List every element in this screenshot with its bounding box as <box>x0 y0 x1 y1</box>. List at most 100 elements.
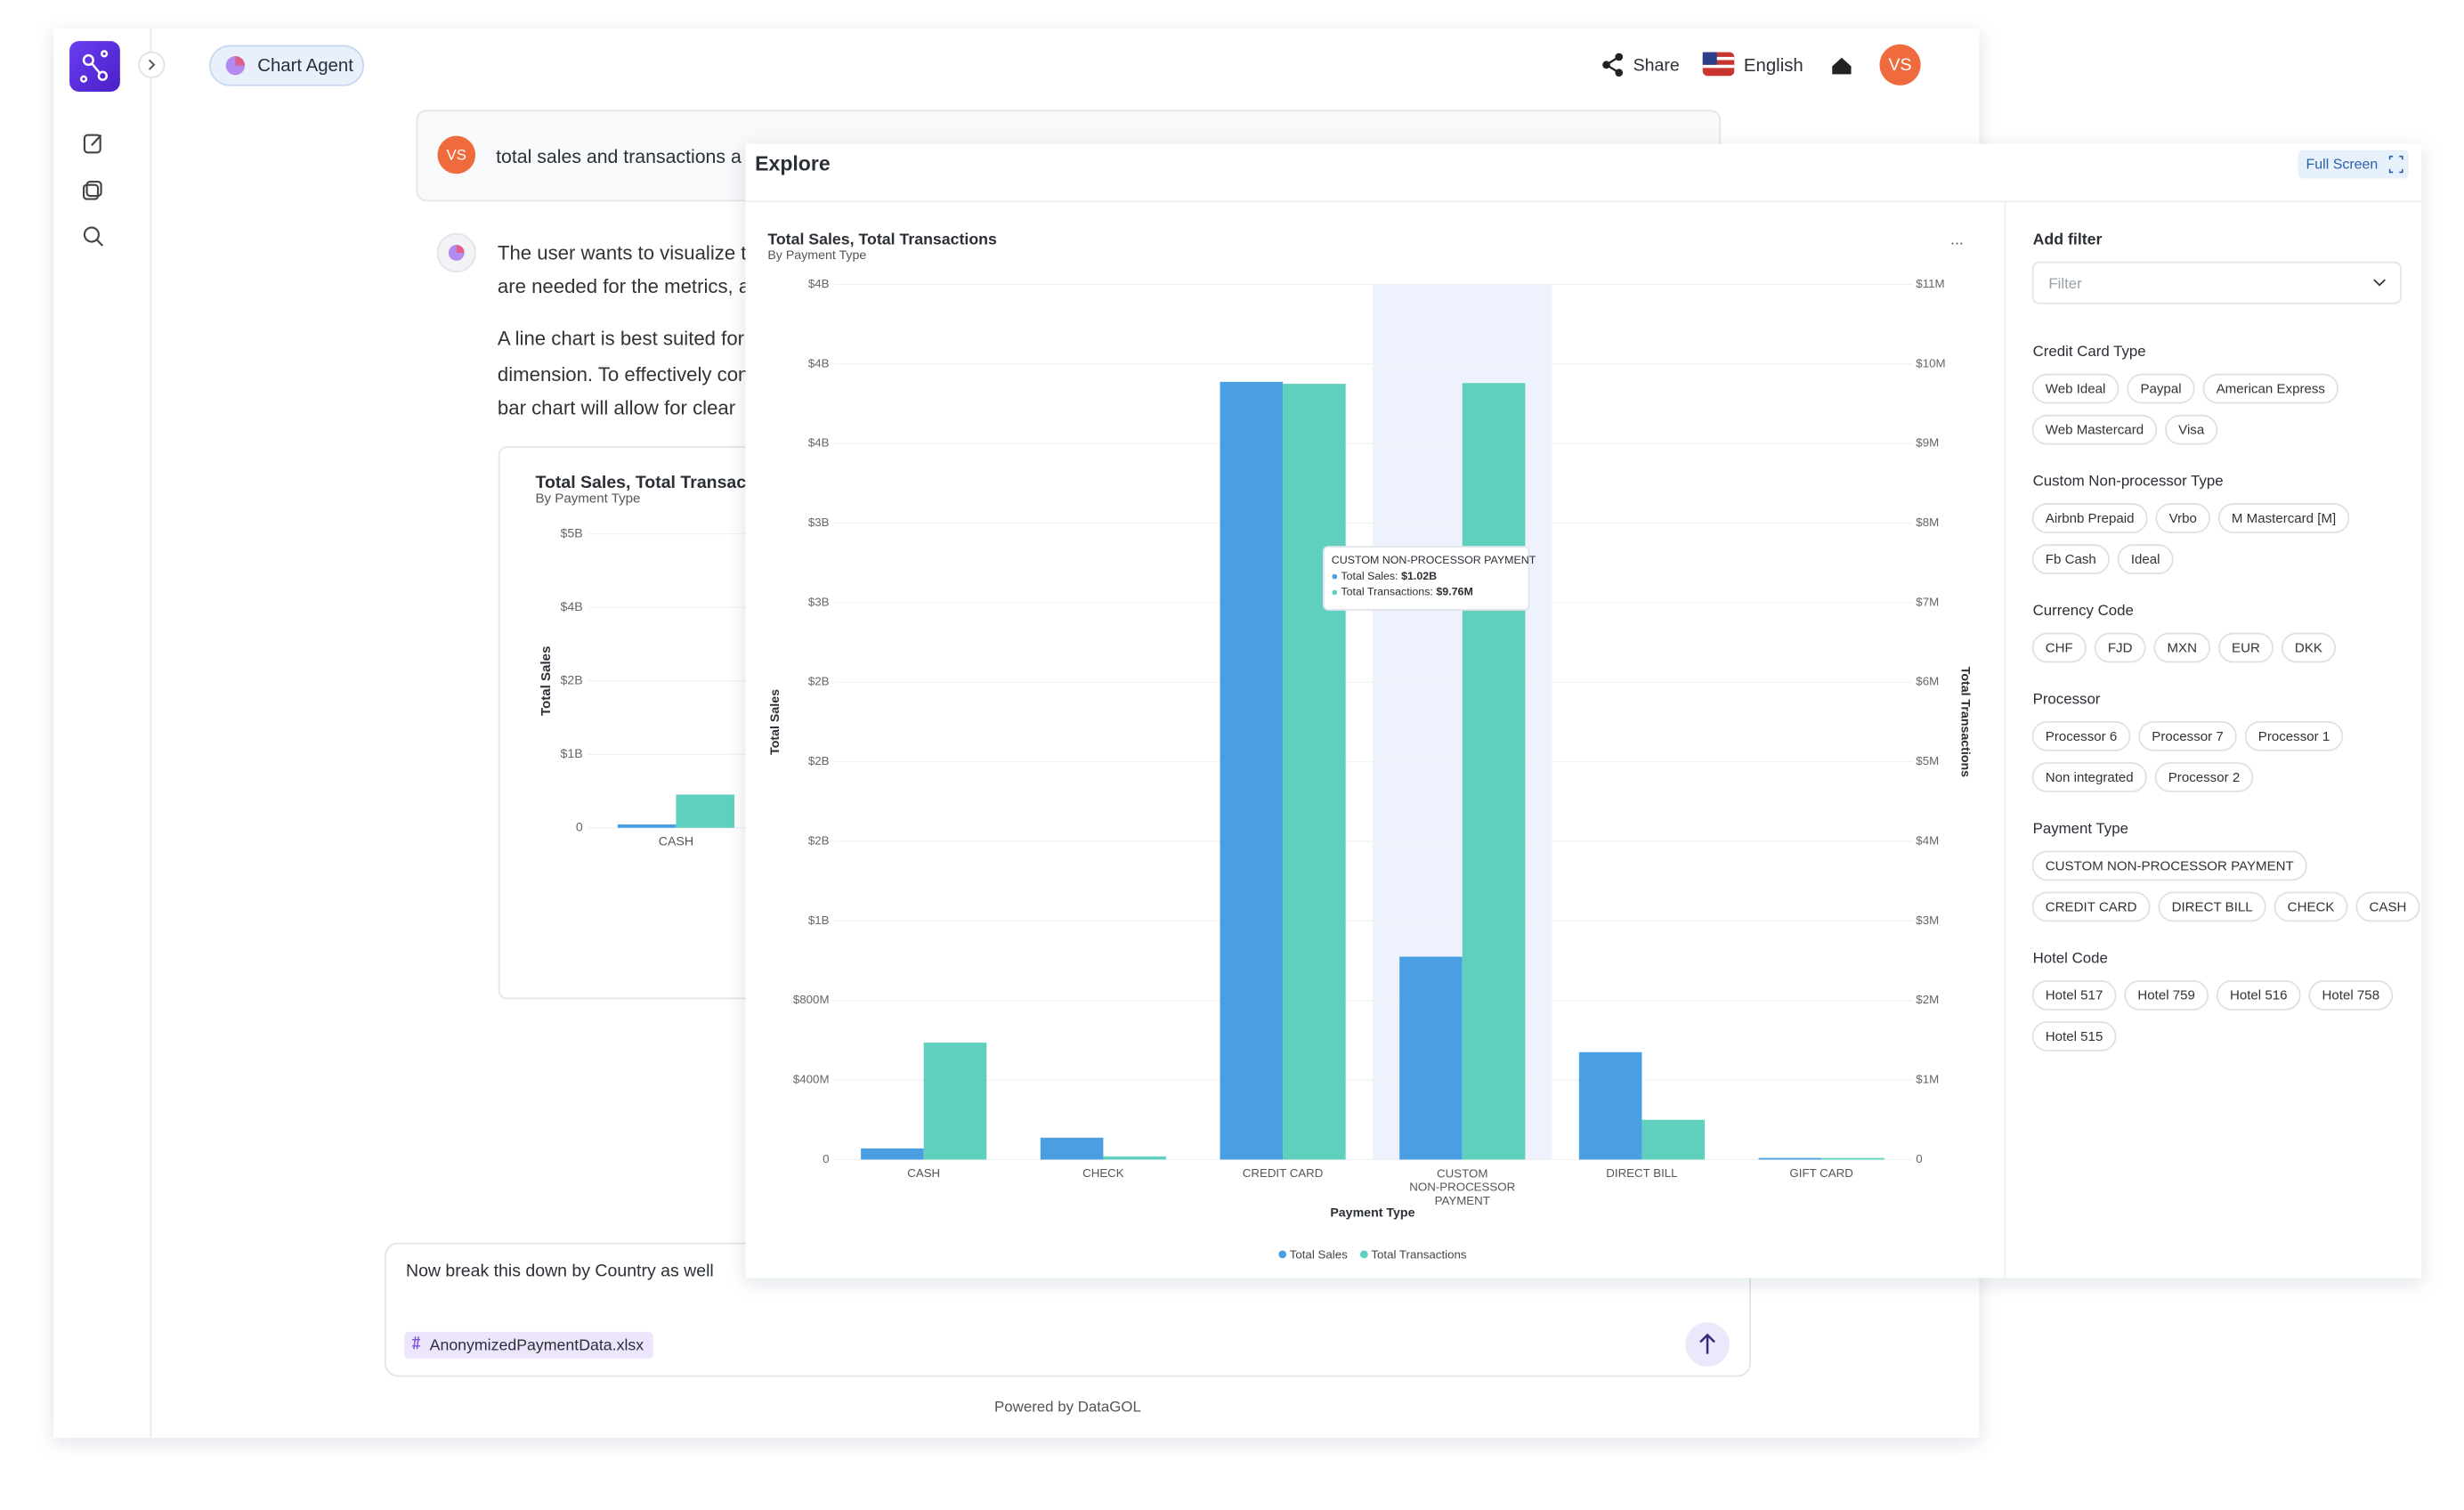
y-tick-label: $1B <box>808 913 830 927</box>
chart-title: Total Sales, Total Transactions <box>767 230 997 248</box>
filter-chip[interactable] <box>2031 414 2158 445</box>
attachment-chip[interactable] <box>404 1331 653 1359</box>
filter-chip-label: Web Ideal <box>2046 381 2106 396</box>
y-axis-label: Total Sales <box>768 689 782 755</box>
x-tick-label: GIFT CARD <box>1789 1166 1852 1180</box>
attachment-icon <box>412 1336 420 1350</box>
bar <box>1103 1156 1166 1160</box>
filter-chip[interactable] <box>2216 980 2301 1011</box>
filter-chip[interactable] <box>2031 980 2117 1011</box>
y-tick-label: $4B <box>808 436 830 450</box>
tooltip-label: Total Transactions: <box>1341 586 1432 598</box>
filter-chip-label: Vrbo <box>2169 511 2197 526</box>
tooltip-value: $9.76M <box>1436 586 1472 598</box>
legend-label: Total Sales <box>1290 1247 1348 1261</box>
full-screen-button[interactable] <box>2298 150 2409 179</box>
expand-icon <box>148 59 156 70</box>
y2-tick-label: $5M <box>1916 754 1939 767</box>
filter-chip-label: Hotel 517 <box>2046 988 2103 1003</box>
filter-chip[interactable] <box>2202 373 2339 404</box>
y-tick-label: $5B <box>560 527 582 541</box>
new-chat-icon[interactable] <box>83 134 101 154</box>
filter-chip[interactable] <box>2158 891 2266 922</box>
filter-chip-label: Fb Cash <box>2046 552 2096 567</box>
y-tick-label: $2B <box>808 833 830 847</box>
y-tick-label: $2B <box>560 674 582 688</box>
agent-icon-slice <box>235 56 246 66</box>
filter-chip-label: Processor 7 <box>2152 729 2223 744</box>
filter-chip[interactable] <box>2308 980 2394 1011</box>
filter-chip[interactable] <box>2165 414 2218 445</box>
y-tick-label: $400M <box>793 1073 830 1086</box>
filter-chip[interactable] <box>2031 850 2307 881</box>
reply-line: are needed for the metrics, a <box>498 275 750 297</box>
chart-subtitle: By Payment Type <box>536 491 641 507</box>
filter-chip-label: DIRECT BILL <box>2172 899 2253 914</box>
reply-line: bar chart will allow for clear <box>498 396 736 418</box>
filter-chip[interactable] <box>2217 632 2274 663</box>
filter-chip[interactable] <box>2031 503 2148 533</box>
expand-sidebar[interactable] <box>138 51 166 78</box>
filter-chip[interactable] <box>2031 891 2151 922</box>
flag-stripe <box>1702 64 1735 69</box>
x-tick-label: DIRECT BILL <box>1606 1166 1677 1180</box>
y2-tick-label: $3M <box>1916 913 1939 927</box>
tooltip-box <box>1323 546 1530 611</box>
filter-chip[interactable] <box>2031 632 2087 663</box>
home-icon[interactable] <box>1832 57 1852 75</box>
tooltip-label: Total Sales: <box>1341 570 1398 582</box>
filter-chip[interactable] <box>2031 762 2147 792</box>
filter-chip-label: CHF <box>2046 640 2073 655</box>
filter-chip-label: Paypal <box>2140 381 2181 396</box>
filter-chip[interactable] <box>2127 373 2195 404</box>
filter-chip[interactable] <box>2244 721 2344 751</box>
bar <box>1040 1137 1104 1160</box>
library-icon-back <box>82 183 100 200</box>
share-label[interactable]: Share <box>1633 56 1680 76</box>
filter-chip[interactable] <box>2124 980 2209 1011</box>
y2-tick-label: 0 <box>1916 1152 1922 1165</box>
tooltip: CUSTOM NON-PROCESSOR PAYMENT Total Sales:… <box>1323 546 1536 611</box>
y2-tick-label: $8M <box>1916 516 1939 529</box>
full-screen-icon <box>2388 155 2403 174</box>
y2-axis-label: Total Transactions <box>1958 667 1973 777</box>
flag-canton <box>1702 52 1717 65</box>
share-icon[interactable] <box>1602 53 1624 77</box>
y2-tick-label: $11M <box>1916 277 1944 290</box>
filter-chip[interactable] <box>2154 762 2254 792</box>
filter-chip[interactable] <box>2031 373 2120 404</box>
footer: Powered by DataGOL <box>994 1398 1141 1415</box>
user-avatar[interactable] <box>1879 44 1921 85</box>
x-tick-label: CREDIT CARD <box>1243 1166 1324 1180</box>
filter-chip[interactable] <box>2031 1021 2117 1051</box>
filter-dropdown[interactable] <box>2031 261 2402 304</box>
filter-group-title: Custom Non-processor Type <box>2033 473 2224 490</box>
filter-chip[interactable] <box>2281 632 2337 663</box>
filter-chip[interactable] <box>2031 544 2110 575</box>
agent-pill[interactable] <box>209 45 364 86</box>
filter-chip[interactable] <box>2274 891 2348 922</box>
bar <box>1462 383 1526 1160</box>
search-icon[interactable] <box>83 226 100 243</box>
library-icon[interactable] <box>85 181 102 198</box>
y2-tick-label: $2M <box>1916 993 1939 1006</box>
filter-chip[interactable] <box>2355 891 2420 922</box>
filter-chip[interactable] <box>2138 721 2237 751</box>
user-initials: VS <box>1889 55 1912 75</box>
filter-chip-label: Hotel 516 <box>2230 988 2288 1003</box>
filter-chip[interactable] <box>2153 632 2211 663</box>
filter-chip[interactable] <box>2094 632 2146 663</box>
y2-tick-label: $4M <box>1916 833 1939 847</box>
filter-chip[interactable] <box>2117 544 2174 575</box>
filter-chip[interactable] <box>2031 721 2131 751</box>
chart-menu[interactable]: ... <box>1950 230 1964 248</box>
bar <box>1220 381 1284 1160</box>
filter-chip[interactable] <box>2217 503 2350 533</box>
y-tick-label: 0 <box>576 821 583 835</box>
flag-stripe <box>1702 56 1735 61</box>
filter-chip[interactable] <box>2155 503 2210 533</box>
language[interactable]: English <box>1744 56 1803 76</box>
filter-group-title: Hotel Code <box>2033 950 2108 967</box>
search-handle <box>96 239 104 247</box>
sidebar-icons <box>82 134 104 247</box>
